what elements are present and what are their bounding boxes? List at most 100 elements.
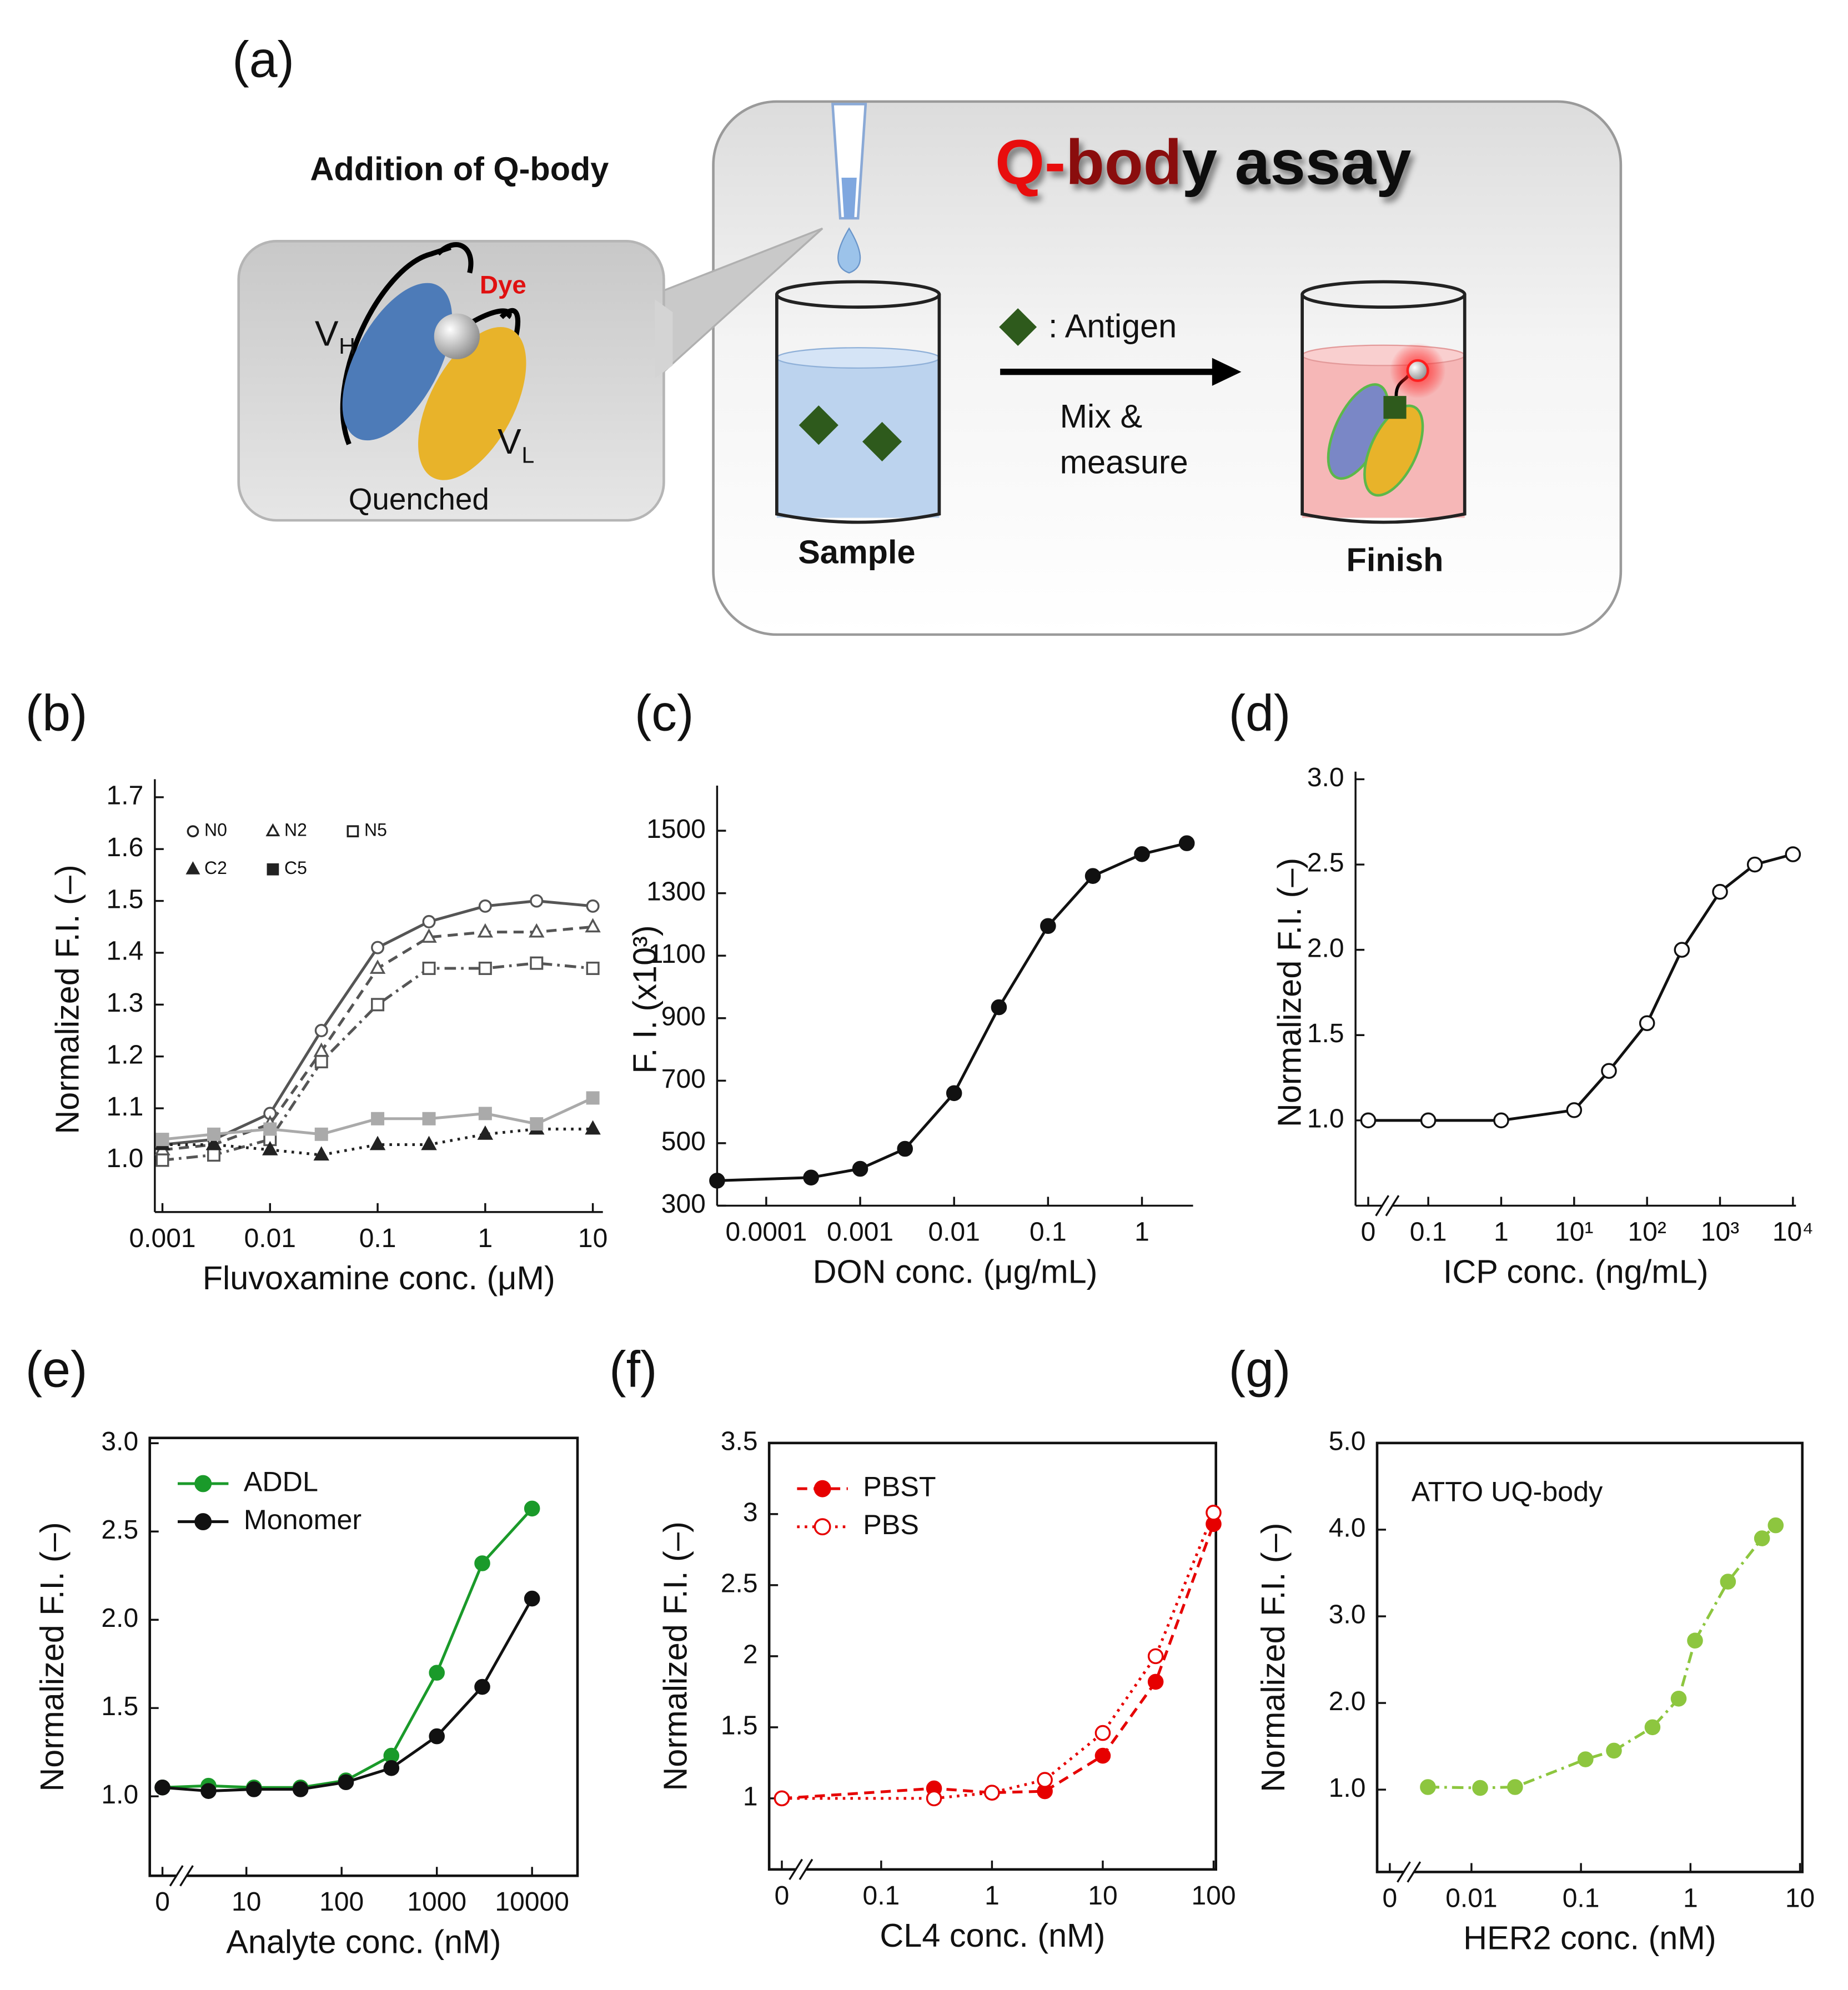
vh-sub: H bbox=[339, 333, 355, 359]
marker bbox=[314, 1127, 328, 1141]
marker bbox=[207, 1127, 220, 1141]
marker bbox=[524, 1590, 540, 1607]
x-tick-label: 1 bbox=[478, 1224, 493, 1253]
marker bbox=[926, 1790, 942, 1807]
marker bbox=[421, 1135, 437, 1150]
assay-title: Q-body assay bbox=[995, 128, 1411, 198]
y-tick-label: 2.0 bbox=[1329, 1687, 1366, 1716]
beaker bbox=[775, 294, 941, 524]
linker bbox=[340, 245, 451, 445]
panel-label: (e) bbox=[26, 1341, 88, 1398]
marker bbox=[422, 914, 436, 928]
marker bbox=[371, 998, 385, 1012]
marker bbox=[897, 1140, 913, 1157]
title-part: y assay bbox=[1182, 128, 1412, 198]
y-axis-label: Normalized F.I. (–) bbox=[1271, 858, 1308, 1127]
legend-label: N0 bbox=[204, 820, 227, 840]
y-tick-label: 1.5 bbox=[107, 885, 144, 914]
marker bbox=[369, 1135, 386, 1150]
y-tick-label: 500 bbox=[661, 1127, 706, 1157]
y-tick-label: 1.0 bbox=[101, 1780, 138, 1810]
y-tick-label: 1.5 bbox=[1307, 1019, 1344, 1048]
chart: (e) 0 10 100 1000 10000 1.0 1.5 2.0 2.5 3.0 Analyte… bbox=[26, 1341, 579, 1960]
marker bbox=[709, 1173, 725, 1189]
marker bbox=[1577, 1751, 1594, 1767]
marker bbox=[1674, 942, 1690, 958]
sample-liquid bbox=[776, 358, 940, 518]
marker bbox=[292, 1781, 309, 1797]
legend-label: ADDL bbox=[244, 1465, 318, 1497]
marker bbox=[246, 1781, 262, 1797]
x-axis-label: ICP conc. (ng/mL) bbox=[1443, 1253, 1709, 1290]
title-part: Q- bbox=[995, 128, 1066, 198]
x-axis-label: Fluvoxamine conc. (μM) bbox=[203, 1259, 555, 1296]
annotation: ATTO UQ-body bbox=[1412, 1476, 1603, 1507]
marker bbox=[852, 1160, 868, 1177]
step-label: Mix & bbox=[1060, 398, 1143, 435]
panel-label: (f) bbox=[609, 1341, 657, 1398]
series-line bbox=[162, 899, 593, 1146]
antigen-label: : Antigen bbox=[1048, 308, 1177, 345]
y-tick-label: 900 bbox=[661, 1002, 706, 1031]
marker bbox=[1720, 1574, 1736, 1590]
marker bbox=[313, 1146, 329, 1161]
x-tick-label: 100 bbox=[319, 1887, 364, 1917]
beaker bbox=[1300, 294, 1467, 524]
axis-break bbox=[1397, 1861, 1411, 1883]
y-tick-label: 2.5 bbox=[721, 1569, 758, 1599]
marker bbox=[429, 1665, 445, 1681]
panel-label: (g) bbox=[1229, 1341, 1291, 1398]
y-tick-label: 1.0 bbox=[107, 1144, 144, 1173]
x-tick-label: 10⁴ bbox=[1772, 1217, 1814, 1247]
beaker-rim bbox=[775, 280, 941, 309]
sample-surface bbox=[776, 347, 940, 369]
panel-label: (c) bbox=[635, 685, 694, 742]
y-tick-label: 1 bbox=[743, 1782, 758, 1812]
pipette-liquid bbox=[841, 178, 857, 219]
dye-label: Dye bbox=[480, 271, 526, 299]
y-tick-label: 1.5 bbox=[101, 1692, 138, 1721]
y-tick-label: 1100 bbox=[649, 939, 706, 969]
panel-label: (d) bbox=[1229, 685, 1291, 742]
marker bbox=[1754, 1530, 1770, 1546]
x-axis-label: CL4 conc. (nM) bbox=[880, 1917, 1105, 1954]
marker bbox=[155, 1153, 169, 1167]
y-tick-label: 2.0 bbox=[1307, 933, 1344, 963]
marker bbox=[774, 1790, 790, 1807]
beaker-rim bbox=[1300, 280, 1467, 309]
axis-break bbox=[1407, 1861, 1422, 1883]
antigen-key bbox=[999, 308, 1037, 346]
marker bbox=[1566, 1102, 1583, 1118]
marker bbox=[1670, 1690, 1687, 1707]
marker bbox=[586, 899, 600, 913]
series-line bbox=[717, 842, 1187, 1182]
vl-label: V bbox=[498, 421, 521, 461]
marker bbox=[946, 1085, 962, 1102]
x-tick-label: 1 bbox=[1683, 1883, 1698, 1913]
y-tick-label: 2 bbox=[743, 1640, 758, 1670]
marker bbox=[1785, 846, 1801, 862]
y-axis-label: Normalized F.I. (–) bbox=[1254, 1523, 1292, 1792]
chart: (d) 0 0.1 1 10¹ 10² 10³ 10⁴ 1.0 1.5 2.0 2.5 3.0 ICP c… bbox=[1229, 685, 1814, 1290]
y-tick-label: 3.5 bbox=[721, 1427, 758, 1456]
marker bbox=[477, 1125, 494, 1140]
plot-frame bbox=[1375, 1441, 1804, 1873]
x-tick-label: 0.001 bbox=[129, 1224, 195, 1253]
y-tick-label: 1300 bbox=[646, 877, 706, 906]
vh-label: V bbox=[315, 314, 339, 354]
x-axis-label: Analyte conc. (nM) bbox=[226, 1923, 501, 1960]
vl-sub: L bbox=[521, 443, 534, 468]
legend-label: PBST bbox=[863, 1470, 936, 1502]
marker bbox=[263, 1122, 277, 1136]
x-tick-label: 1000 bbox=[407, 1887, 466, 1917]
x-tick-label: 0 bbox=[1361, 1217, 1376, 1247]
legend-label: N2 bbox=[284, 820, 307, 840]
marker bbox=[474, 1679, 490, 1695]
x-tick-label: 10¹ bbox=[1555, 1217, 1593, 1247]
marker bbox=[1746, 856, 1763, 873]
axis-break bbox=[799, 1858, 813, 1881]
marker bbox=[314, 1024, 328, 1038]
y-tick-label: 3 bbox=[743, 1498, 758, 1527]
dye-sphere bbox=[1406, 359, 1429, 382]
